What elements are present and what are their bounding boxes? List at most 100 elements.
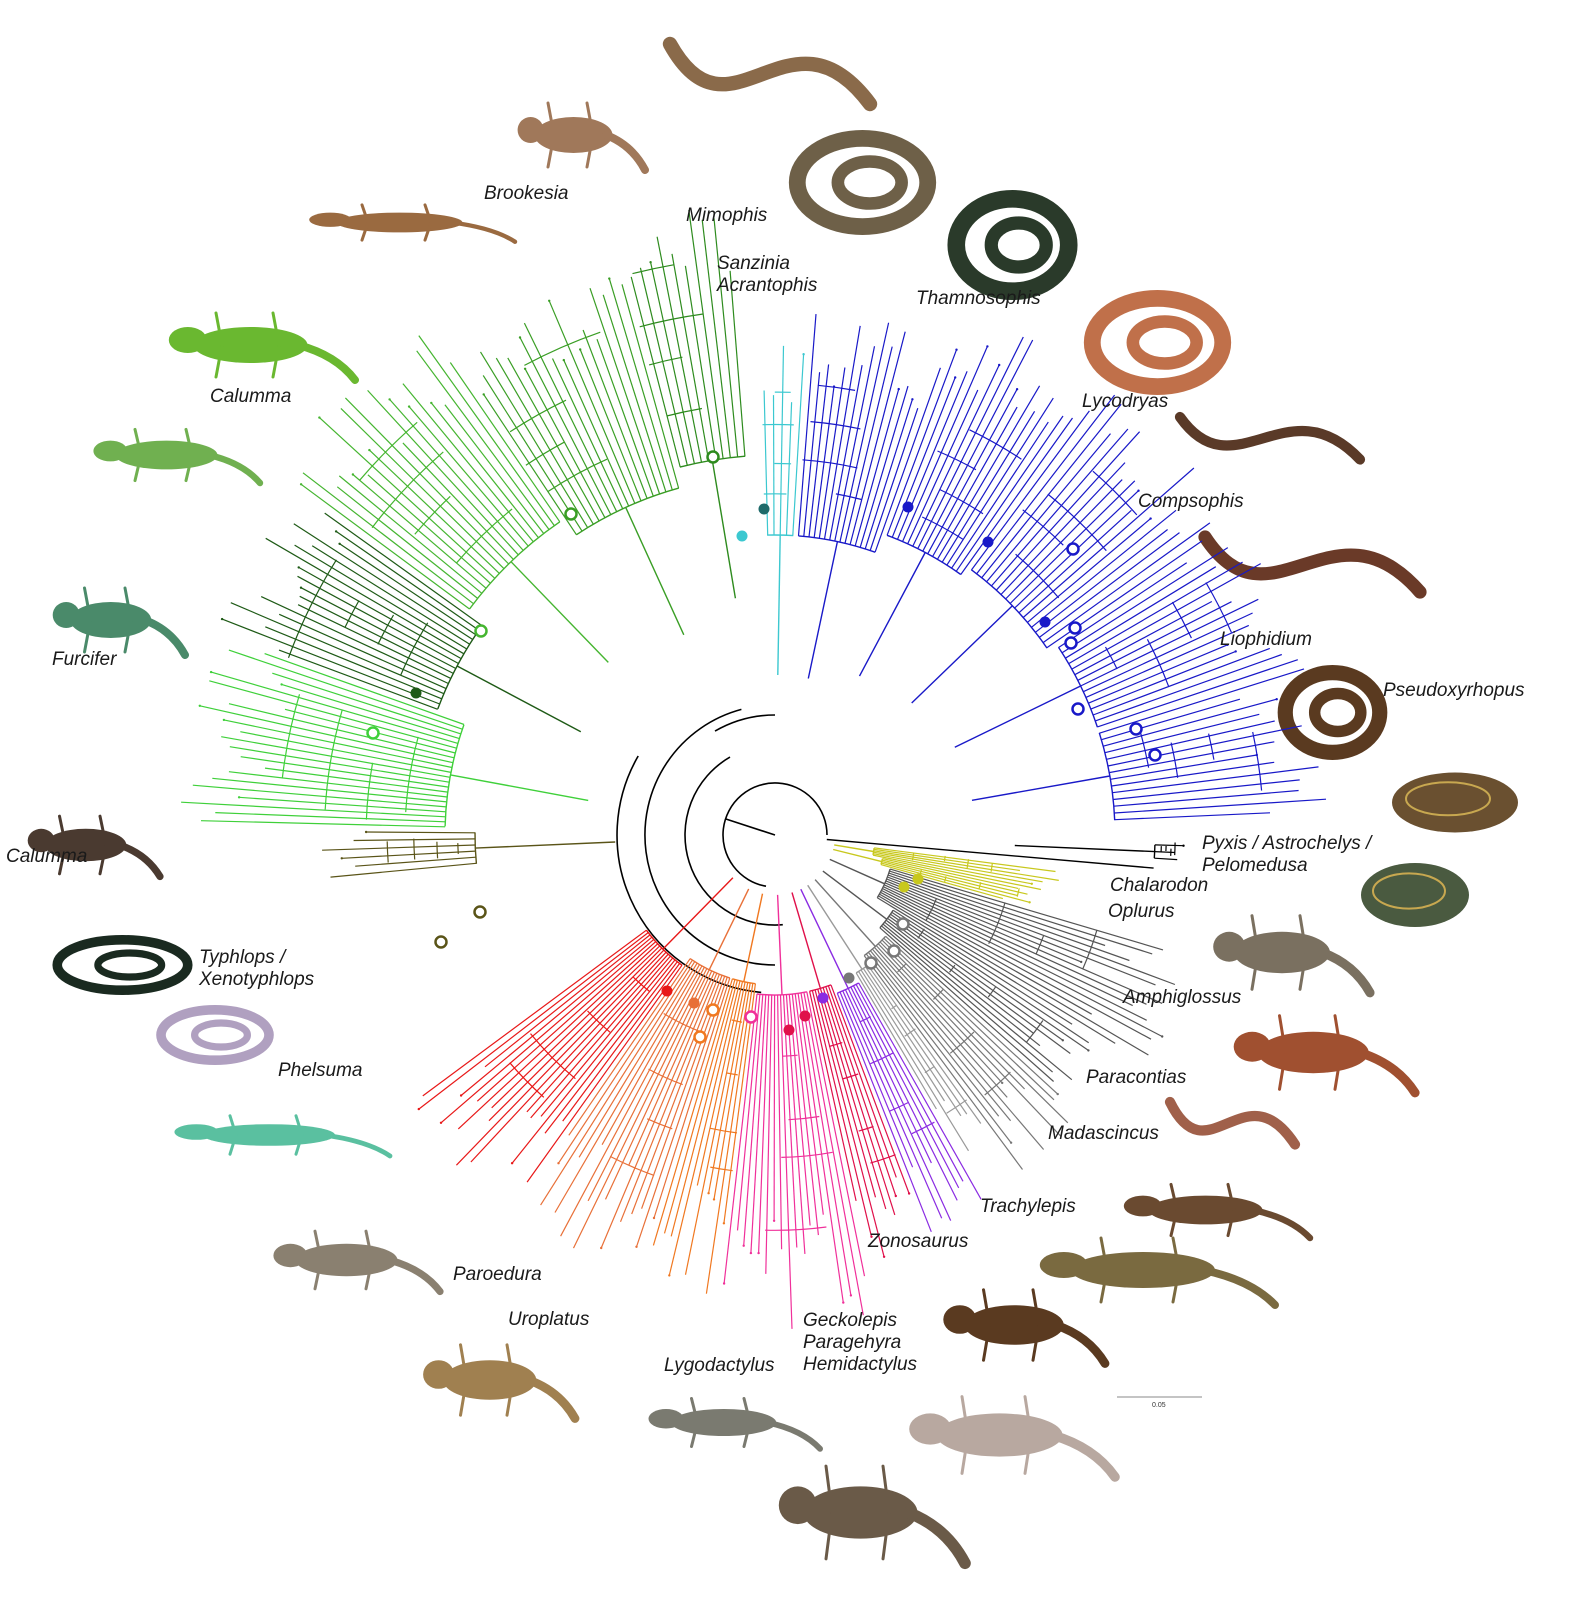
subclade-arc: [710, 1166, 733, 1172]
tip-branch: [530, 955, 671, 1119]
clade-stem: [625, 507, 685, 636]
label-lygodactylus: Lygodactylus: [664, 1355, 775, 1376]
photo-skink-zonosaurus: [943, 1288, 1110, 1368]
tip: [1182, 844, 1185, 847]
tip-branch: [927, 388, 1018, 555]
tip-branch: [1065, 566, 1217, 659]
tip-branch: [844, 989, 952, 1221]
tip: [459, 1094, 463, 1097]
tip-branch: [1154, 844, 1184, 847]
tip-branch: [344, 397, 510, 565]
subclade-arc: [858, 1125, 874, 1132]
tip: [1226, 643, 1229, 646]
backbone-arc: [684, 756, 783, 926]
tip-branch: [708, 982, 749, 1194]
tip-branch: [800, 992, 852, 1296]
clade-lygodactylus: [722, 894, 866, 1329]
tip-branch: [668, 980, 741, 1276]
tip-branch: [621, 284, 680, 489]
subclade-arc: [911, 1121, 935, 1135]
tip: [299, 586, 303, 589]
tip-branch: [1000, 462, 1126, 595]
tip-branch: [855, 984, 964, 1182]
subclade-arc: [457, 843, 459, 854]
tip-branch: [596, 338, 654, 497]
tip-branch: [836, 992, 932, 1233]
subclade-arc: [509, 1062, 545, 1098]
clade-zonosaurus: [800, 888, 982, 1233]
tip-branch: [794, 993, 824, 1215]
tip-branch: [544, 961, 678, 1134]
label-amphiglossus: Amphiglossus: [1123, 987, 1242, 1008]
tip-branch: [524, 368, 606, 518]
tip-branch: [743, 994, 764, 1246]
tip-branch: [1110, 754, 1257, 780]
tip: [870, 1235, 873, 1239]
subclade-arc: [990, 863, 993, 872]
tip-branch: [1083, 612, 1253, 693]
tip-branch: [457, 943, 659, 1130]
photo-turtle-pelomedusa: [1361, 863, 1469, 927]
tip-branch: [827, 985, 897, 1178]
photo-gecko-hemidactylus: [778, 1464, 971, 1570]
tip-branch: [887, 876, 1176, 986]
clade-arc: [1098, 732, 1116, 821]
node-marker-open: [473, 905, 487, 919]
clade-stem: [834, 844, 874, 853]
photo-chameleon-brookesia-1: [517, 101, 649, 174]
tip-branch: [1099, 668, 1305, 734]
clade-stem: [858, 552, 926, 677]
tip-branch: [355, 856, 476, 867]
node-marker-filled: [661, 985, 673, 997]
tree-backbone: [616, 708, 1154, 994]
clade-geckolepis: [791, 892, 911, 1259]
tip-branch: [887, 874, 1130, 962]
tip-branch: [628, 971, 715, 1166]
label-paracontias: Paracontias: [1086, 1067, 1187, 1088]
photo-lizard-oplurus: [1213, 914, 1375, 998]
tip: [749, 1251, 753, 1255]
tip-branch: [210, 671, 459, 744]
label-turtles-1: Pyxis / Astrochelys /: [1202, 833, 1372, 854]
tip-branch: [560, 967, 705, 1237]
photo-snake-brown-banded: [1198, 530, 1427, 599]
tip: [600, 1246, 603, 1250]
subclade-arc: [648, 356, 683, 366]
tip-branch: [1101, 698, 1241, 741]
tip: [907, 1192, 911, 1195]
subclade-arc: [525, 441, 565, 466]
tip-branch: [872, 854, 1042, 891]
tip: [1001, 1081, 1004, 1085]
tip-branch: [902, 346, 988, 542]
tip-branch: [416, 350, 550, 530]
tip: [557, 1162, 560, 1165]
tip-branch: [873, 848, 1020, 872]
tip-branch: [297, 604, 452, 679]
tip-branch: [1038, 532, 1180, 638]
node-marker-open: [366, 726, 380, 740]
label-calumma-lower: Calumma: [6, 846, 88, 867]
clade-mimophis: [630, 209, 746, 599]
tip-branch: [772, 395, 775, 536]
tip-branch: [782, 994, 798, 1248]
tip-branch: [1154, 851, 1176, 854]
node-marker-open: [434, 935, 448, 949]
tip: [652, 1216, 656, 1220]
subclade-arc: [1208, 733, 1215, 760]
subclade-arc: [281, 694, 301, 779]
tip-branch: [507, 357, 600, 522]
photo-skink-madascincus: [1123, 1182, 1314, 1242]
clade-brookesia: [479, 277, 685, 636]
tip-branch: [713, 982, 751, 1200]
tip: [882, 1255, 886, 1259]
label-typhlops-2: Xenotyphlops: [199, 969, 315, 990]
tip-branch: [879, 893, 1092, 1015]
tip-branch: [479, 351, 589, 528]
label-phelsuma: Phelsuma: [278, 1060, 363, 1081]
tip-branch: [239, 796, 446, 813]
tip-branch: [272, 672, 462, 735]
tip-branch: [860, 969, 946, 1102]
tip-branch: [806, 991, 866, 1277]
tip-branch: [1107, 725, 1302, 767]
